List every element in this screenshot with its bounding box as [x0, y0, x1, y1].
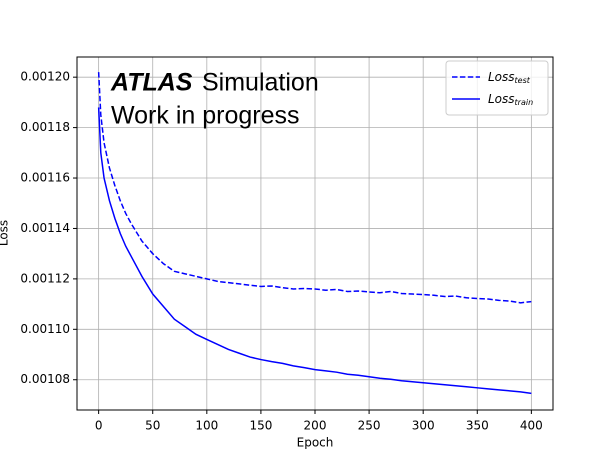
legend-box: [445, 60, 549, 116]
y-tick-label: 0.00108: [20, 372, 70, 386]
y-tick-label: 0.00118: [20, 120, 70, 134]
x-tick-label: 400: [520, 419, 543, 433]
x-tick-label: 200: [304, 419, 327, 433]
atlas-label: ATLAS: [110, 69, 193, 97]
x-tick-label: 150: [249, 419, 272, 433]
series-line: [97, 72, 532, 304]
x-tick-label: 300: [412, 419, 435, 433]
lines: [97, 72, 532, 395]
legend-label: Losstrain: [488, 92, 533, 107]
legend-subscript: train: [515, 98, 534, 107]
legend-label: Losstest: [488, 70, 531, 85]
legend-name: Loss: [488, 70, 515, 84]
y-tick-label: 0.00120: [20, 70, 70, 84]
simulation-label: Simulation: [202, 69, 319, 97]
series-line: [97, 107, 532, 395]
x-tick-label: 50: [145, 419, 160, 433]
y-tick-label: 0.00112: [20, 271, 70, 285]
grid: [77, 57, 553, 410]
y-axis-label: Loss: [0, 220, 11, 246]
x-tick-label: 0: [95, 419, 103, 433]
y-tick-label: 0.00110: [20, 322, 70, 336]
x-tick-label: 350: [466, 419, 489, 433]
legend-name: Loss: [488, 92, 515, 106]
legend-subscript: test: [515, 76, 531, 85]
y-tick-label: 0.00114: [20, 221, 70, 235]
status-label: Work in progress: [111, 102, 300, 130]
y-tick-label: 0.00116: [20, 171, 70, 185]
x-axis-label: Epoch: [297, 436, 334, 450]
x-tick-label: 100: [195, 419, 218, 433]
x-tick-label: 250: [358, 419, 381, 433]
